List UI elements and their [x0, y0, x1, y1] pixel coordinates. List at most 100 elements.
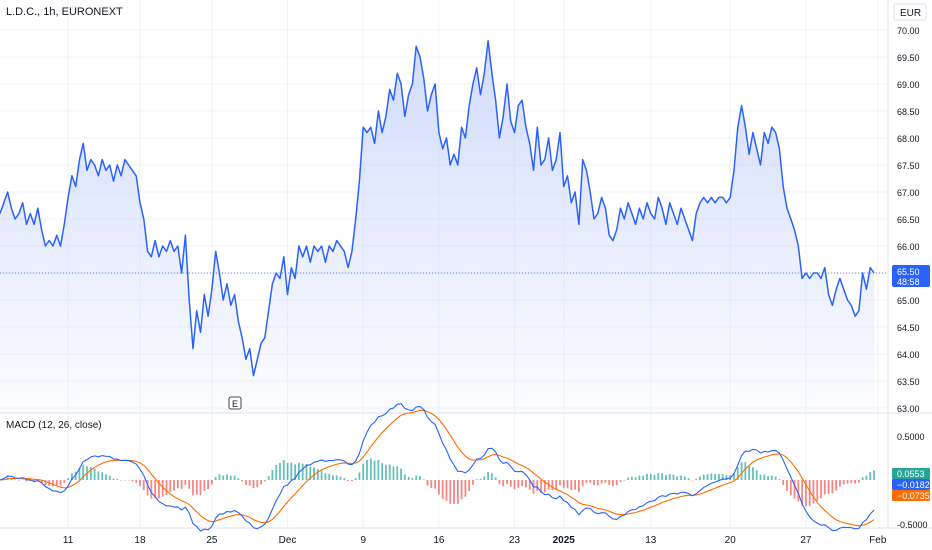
macd-histogram-bar: [725, 475, 728, 480]
macd-histogram-bar: [793, 480, 796, 499]
macd-histogram-bar: [714, 473, 716, 480]
macd-histogram-bar: [869, 472, 872, 480]
macd-histogram-bar: [430, 480, 433, 488]
macd-histogram-bar: [642, 475, 645, 480]
macd-histogram-bar: [441, 480, 444, 500]
time-tick-label: 20: [725, 535, 737, 546]
macd-histogram-bar: [543, 480, 546, 493]
macd-histogram-bar: [672, 474, 675, 480]
price-tick-label: 65.00: [897, 296, 920, 306]
macd-histogram-bar: [763, 474, 766, 480]
price-tick-label: 69.50: [897, 53, 920, 63]
macd-histogram-bar: [226, 474, 228, 480]
macd-histogram-bar: [456, 480, 459, 505]
macd-histogram-bar: [600, 480, 603, 484]
macd-histogram-bar: [835, 480, 838, 491]
macd-histogram-bar: [581, 480, 584, 487]
macd-histogram-bar: [710, 473, 713, 480]
macd-histogram-bar: [63, 480, 66, 483]
macd-histogram-bar: [593, 480, 595, 486]
macd-histogram-bar: [706, 474, 709, 480]
macd-histogram-bar: [521, 480, 524, 486]
earnings-marker[interactable]: [228, 396, 242, 410]
time-tick-label: 25: [206, 535, 218, 546]
macd-histogram-bar: [127, 480, 130, 481]
macd-histogram-bar: [634, 477, 637, 480]
macd-histogram-bar: [388, 464, 391, 480]
macd-histogram-bar: [774, 476, 777, 480]
macd-histogram-bar: [740, 462, 743, 480]
macd-histogram-bar: [180, 480, 183, 490]
macd-histogram-bar: [717, 473, 720, 480]
macd-histogram-bar: [21, 479, 24, 480]
macd-histogram-bar: [839, 480, 841, 487]
macd-histogram-bar: [120, 480, 122, 481]
macd-histogram-bar: [184, 480, 187, 486]
macd-histogram-bar: [316, 469, 319, 480]
macd-histogram-bar: [733, 472, 735, 480]
macd-histogram-bar: [570, 480, 573, 491]
macd-histogram-bar: [282, 460, 285, 480]
macd-histogram-bar: [150, 480, 153, 499]
macd-histogram-bar: [286, 463, 289, 480]
macd-histogram-bar: [275, 465, 278, 480]
macd-histogram-bar: [373, 460, 376, 480]
macd-histogram-bar: [214, 477, 217, 480]
macd-histogram-bar: [67, 478, 70, 480]
macd-histogram-bar: [400, 468, 402, 480]
macd-histogram-bar: [237, 478, 240, 480]
macd-histogram-bar: [472, 480, 474, 485]
macd-histogram-bar: [782, 480, 785, 486]
macd-histogram-bar: [377, 459, 380, 480]
macd-histogram-bar: [290, 462, 293, 480]
macd-histogram-bar: [260, 480, 262, 485]
price-tick-label: 66.50: [897, 215, 920, 225]
macd-histogram-bar: [789, 480, 792, 496]
macd-histogram-bar: [744, 462, 747, 480]
macd-histogram-bar: [324, 473, 327, 480]
signal-line: [0, 409, 875, 527]
price-tick-label: 64.00: [897, 350, 920, 360]
macd-histogram-bar: [823, 480, 826, 495]
macd-histogram-bar: [256, 480, 259, 488]
macd-histogram-bar: [89, 466, 92, 480]
macd-pane: [0, 403, 875, 532]
macd-histogram-bar: [108, 475, 111, 480]
macd-histogram-bar: [343, 478, 346, 480]
macd-histogram-bar: [767, 476, 769, 480]
countdown-value: 48:58: [897, 277, 920, 287]
macd-histogram-bar: [229, 475, 232, 480]
macd-histogram-bar: [528, 480, 531, 490]
price-tick-label: 68.00: [897, 134, 920, 144]
macd-histogram-bar: [97, 471, 100, 480]
macd-histogram-bar: [25, 480, 28, 482]
macd-histogram-bar: [699, 476, 701, 480]
macd-histogram-bar: [248, 480, 251, 486]
macd-histogram-bar: [415, 475, 418, 480]
macd-histogram-bar: [646, 473, 648, 480]
macd-histogram-bar: [778, 479, 781, 480]
macd-histogram-bar: [736, 467, 739, 480]
macd-histogram-bar: [865, 475, 868, 480]
macd-histogram-bar: [18, 480, 20, 481]
time-tick-label: 13: [645, 535, 657, 546]
time-tick-label: Feb: [869, 535, 887, 546]
currency-box[interactable]: [893, 3, 927, 21]
macd-histogram-bar: [139, 480, 141, 487]
macd-histogram-bar: [630, 476, 633, 480]
macd-histogram-bar: [233, 475, 236, 480]
macd-histogram-bar: [158, 480, 160, 499]
macd-histogram-bar: [445, 480, 448, 501]
macd-histogram-bar: [305, 463, 308, 480]
macd-histogram-bar: [199, 480, 202, 496]
macd-histogram-bar: [506, 480, 508, 485]
macd-histogram-bar: [680, 475, 682, 480]
price-tick-label: 63.50: [897, 377, 920, 387]
price-tick-label: 67.00: [897, 188, 920, 198]
macd-histogram-bar: [517, 480, 520, 488]
macd-histogram-bar: [252, 480, 255, 489]
macd-histogram-bar: [589, 480, 592, 483]
price-line: [0, 40, 875, 377]
macd-histogram-bar: [475, 479, 478, 480]
